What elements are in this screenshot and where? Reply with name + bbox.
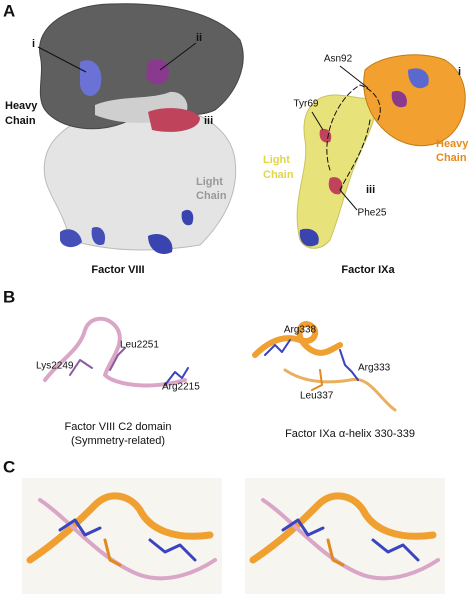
structure-title: Factor IXa: [341, 264, 395, 276]
residue-label: Leu2251: [120, 340, 159, 351]
factor-ixa-surface: [296, 54, 466, 249]
label: Chain: [196, 190, 227, 202]
label: Heavy: [436, 138, 469, 150]
residue-label: Arg333: [358, 363, 391, 374]
panel-label: B: [3, 287, 15, 306]
site-label: iii: [366, 184, 375, 196]
site-label: iii: [204, 115, 213, 127]
site-label: i: [458, 66, 461, 78]
label: Heavy: [5, 100, 38, 112]
panel-c-stereo: [22, 478, 445, 594]
panel-label: C: [3, 457, 15, 476]
factor-viii-surface: [37, 3, 244, 255]
residue-label: Tyr69: [293, 99, 318, 110]
residue-label: Phe25: [358, 208, 387, 219]
label: Chain: [436, 152, 467, 164]
site-label: i: [32, 38, 35, 50]
residue-label: Lys2249: [36, 361, 74, 372]
panel-label: A: [3, 1, 15, 20]
label: Chain: [263, 169, 294, 181]
residue-label: Arg338: [284, 325, 317, 336]
caption: Factor IXa α-helix 330-339: [285, 428, 415, 440]
caption: Factor VIII C2 domain: [65, 421, 172, 433]
residue-label: Arg2215: [162, 382, 200, 393]
structure-title: Factor VIII: [91, 264, 144, 276]
residue-label: Leu337: [300, 391, 334, 402]
caption: (Symmetry-related): [71, 435, 165, 447]
label: Light: [196, 176, 223, 188]
label: Light: [263, 154, 290, 166]
residue-label: Asn92: [324, 54, 353, 65]
site-label: ii: [196, 32, 202, 44]
label: Chain: [5, 115, 36, 127]
panel-b-structures: [43, 316, 397, 412]
